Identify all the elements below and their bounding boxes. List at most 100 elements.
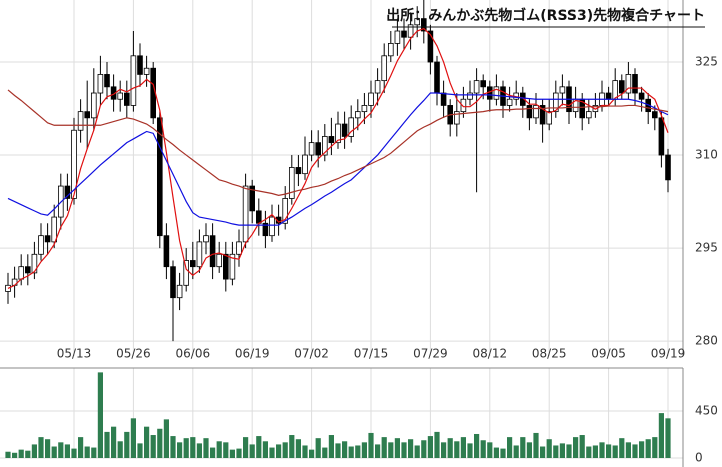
volume-bar (150, 435, 156, 458)
volume-bar (170, 436, 176, 458)
volume-bar (282, 442, 288, 458)
candle-body (38, 235, 44, 255)
candle-body (249, 185, 256, 212)
volume-bar (520, 437, 526, 458)
volume-bar (625, 442, 631, 458)
volume-bar (130, 418, 136, 458)
volume-bar (606, 444, 612, 458)
candle-body (374, 80, 381, 94)
moving-average-line (7, 92, 669, 226)
x-tick-label: 06/19 (235, 347, 270, 361)
volume-bar (5, 451, 11, 458)
volume-bar (104, 431, 110, 458)
x-tick-label: 05/26 (116, 347, 151, 361)
candle-body (255, 210, 262, 224)
volume-bar (328, 435, 334, 458)
volume-bar (177, 442, 183, 458)
candle-body (401, 30, 407, 38)
grid (0, 0, 683, 459)
candle-body (282, 198, 288, 224)
volume-bar (309, 449, 315, 458)
volume-bar (394, 438, 400, 458)
volume-bar (665, 418, 671, 458)
candle-body (553, 92, 559, 113)
volume-bar (401, 442, 407, 458)
volume-bar (289, 435, 295, 458)
volume-bar (223, 442, 229, 458)
candle-body (137, 55, 143, 75)
candle-body (97, 74, 104, 94)
volume-bar (559, 443, 565, 458)
volume-bar (256, 436, 262, 458)
candle-body (209, 235, 216, 268)
volume-bar (84, 446, 90, 458)
candle-body (229, 253, 236, 280)
volume-bar (348, 446, 354, 458)
candle-body (269, 216, 275, 237)
candle-body (605, 92, 612, 100)
chart-title: 出所：みんかぶ先物ゴム(RSS3)先物複合チャート (386, 7, 705, 24)
candle-body (506, 98, 513, 106)
candle-body (71, 129, 77, 199)
candle-body (407, 24, 414, 38)
y-tick-label: 325 (695, 55, 718, 69)
candle-body (440, 92, 447, 106)
candle-body (658, 117, 665, 156)
volume-bar (236, 448, 242, 458)
candle-body (354, 111, 361, 119)
volume-bar (487, 442, 493, 458)
x-tick-label: 09/05 (591, 347, 626, 361)
candle-body (420, 18, 427, 32)
candle-body (533, 105, 539, 119)
volume-bar (658, 413, 664, 458)
x-tick-label: 05/13 (57, 347, 92, 361)
volume-bar (441, 442, 447, 458)
candle-body (473, 80, 480, 94)
x-tick-label: 06/06 (176, 347, 211, 361)
candle-body (24, 266, 31, 274)
candle-body (77, 111, 84, 131)
volume-bar (144, 426, 150, 458)
volume-bar (157, 428, 163, 458)
candle-body (665, 154, 671, 181)
candle-body (5, 284, 11, 292)
volume-bar (368, 432, 374, 458)
candle-body (176, 284, 183, 299)
candle-body (124, 92, 130, 106)
volume-bar (25, 450, 31, 458)
candle-body (302, 154, 308, 175)
candle-body (315, 142, 321, 156)
volume-bar (507, 437, 513, 458)
volume-bar (579, 435, 585, 458)
volume-bar (474, 433, 480, 458)
volume-bar (533, 432, 539, 458)
volume-bar (553, 445, 559, 458)
volume-bar (216, 441, 222, 458)
volume-bar (295, 439, 301, 458)
candle-body (467, 92, 473, 100)
volume-bar (388, 442, 394, 458)
volume-bar (45, 439, 51, 458)
candle-body (189, 260, 196, 268)
volume-bar (619, 438, 625, 458)
volume-bar (513, 445, 519, 458)
volume-bar (460, 437, 466, 458)
volume-bar (229, 449, 235, 458)
volume-bar (249, 444, 255, 458)
x-tick-label: 07/29 (413, 347, 448, 361)
volume-bar (58, 442, 64, 458)
candle-body (117, 92, 124, 100)
candle-body (288, 167, 295, 199)
volume-bar (12, 452, 18, 458)
candle-body (51, 216, 57, 243)
volume-bar (421, 440, 427, 458)
candle-body (480, 80, 486, 88)
candle-body (394, 30, 401, 44)
volume-bar (183, 438, 189, 458)
candle-body (64, 185, 71, 199)
candle-body (91, 92, 97, 119)
candle-body (453, 111, 460, 125)
volume-bar (546, 439, 552, 458)
volume-bar (51, 446, 57, 458)
